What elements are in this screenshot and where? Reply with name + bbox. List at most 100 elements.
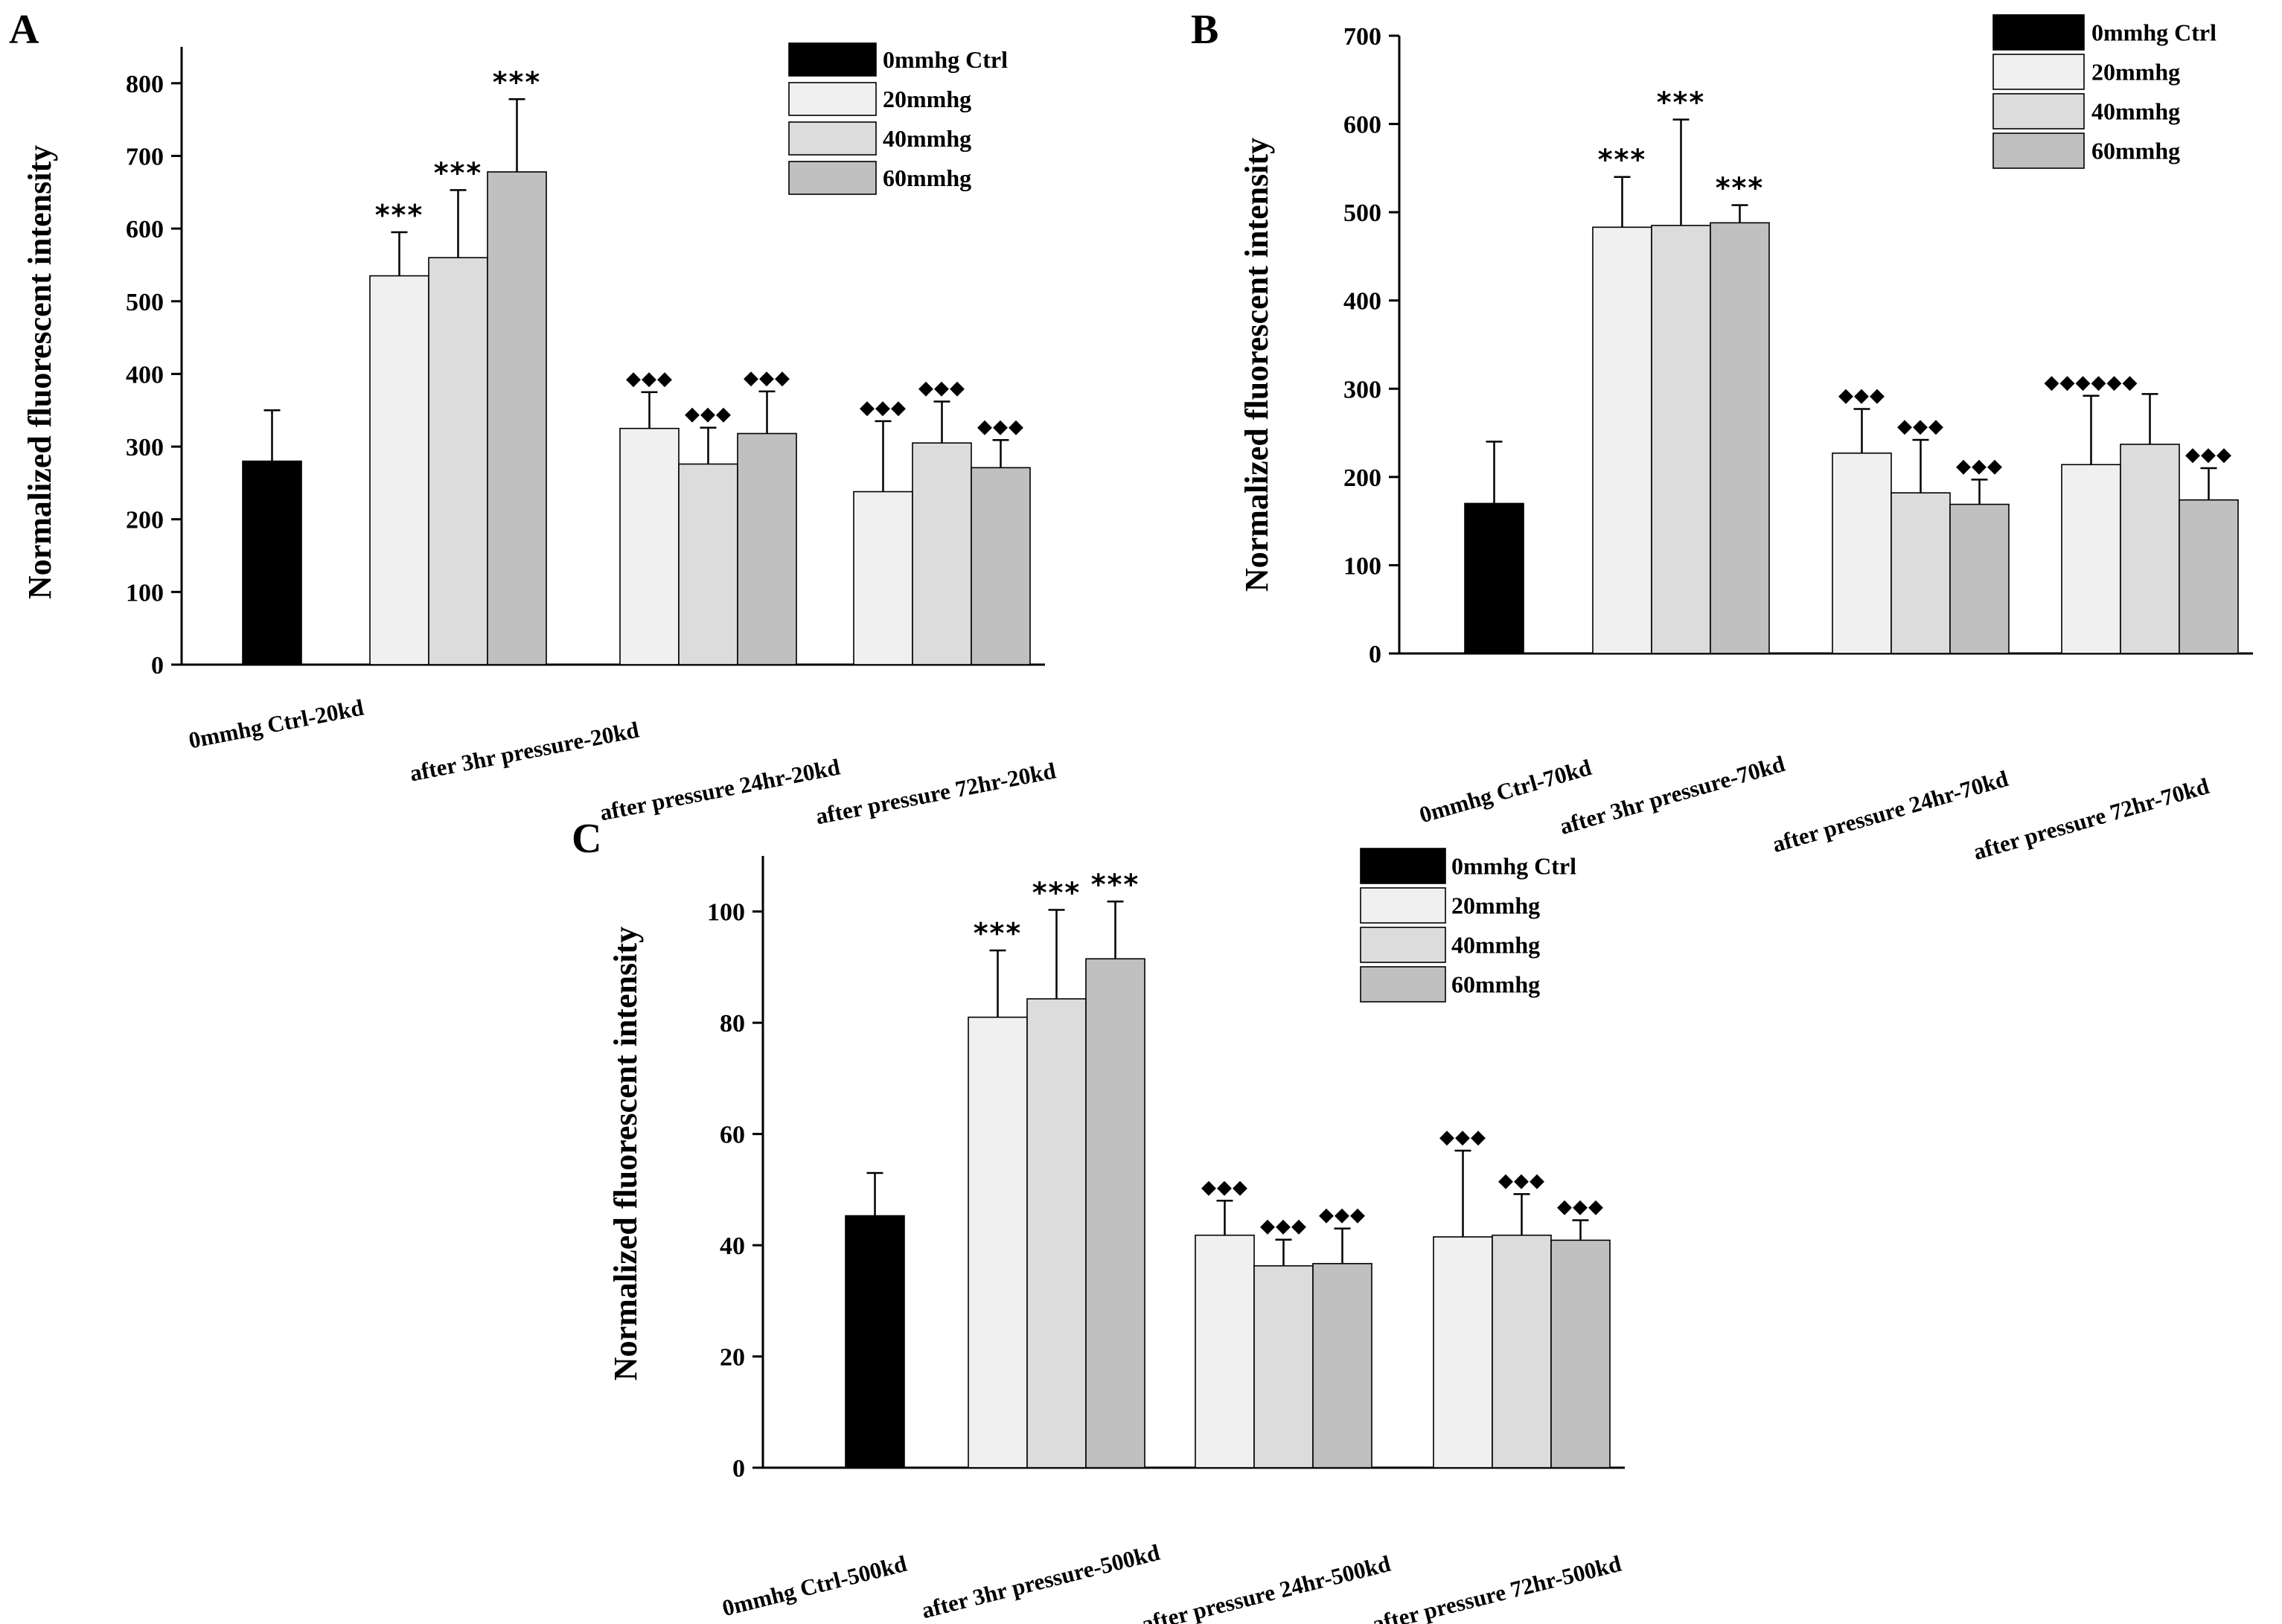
bar-after-3hr-pressure-500kd-20mmhg — [968, 1016, 1028, 1468]
significance-marker: ◆◆◆ — [1498, 1169, 1545, 1192]
legend-label: 0mmhg Ctrl — [1451, 853, 1576, 880]
legend-label: 40mmhg — [883, 125, 971, 152]
bar-after-pressure-72hr-20kd-60mmhg — [971, 467, 1031, 665]
legend-label: 40mmhg — [1451, 932, 1540, 959]
legend: 0mmhg Ctrl 20mmhg 40mmhg 60mmhg — [1360, 848, 1576, 1003]
bar-after-pressure-24hr-500kd-20mmhg — [1195, 1234, 1255, 1468]
x-category-label: after pressure 72hr-500kd — [1369, 1550, 1624, 1624]
y-tick-label: 300 — [1343, 376, 1381, 403]
panel-c: C 0 20 40 60 80 100 Normalized fluorescent inte… — [572, 816, 1625, 1624]
x-category-label: after pressure 72hr-20kd — [814, 758, 1058, 830]
y-tick-label: 80 — [720, 1010, 745, 1038]
significance-marker: ◆◆◆ — [918, 377, 965, 400]
x-category-label: after 3hr pressure-70kd — [1557, 750, 1788, 840]
bar-after-pressure-72hr-20kd-20mmhg — [853, 490, 913, 665]
legend: 0mmhg Ctrl 20mmhg 40mmhg 60mmhg — [1992, 14, 2217, 169]
y-tick-label: 100 — [126, 579, 164, 607]
y-axis-label: Normalized fluorescent intensity — [607, 927, 644, 1381]
bar-after-3hr-pressure-70kd-20mmhg — [1592, 226, 1652, 654]
significance-marker: ◆◆◆ — [977, 415, 1024, 438]
y-tick-label: 500 — [1343, 199, 1381, 227]
bar-after-pressure-72hr-70kd-60mmhg — [2179, 499, 2239, 654]
legend-label: 20mmhg — [883, 86, 971, 112]
significance-marker: ◆◆◆ — [1319, 1204, 1366, 1227]
significance-marker: ◆◆◆ — [685, 403, 732, 426]
bar-after-pressure-24hr-70kd-40mmhg — [1891, 492, 1951, 654]
bar-after-pressure-24hr-20kd-60mmhg — [737, 432, 797, 665]
legend-swatch-20mmhg — [1360, 887, 1446, 924]
legend-label: 0mmhg Ctrl — [883, 46, 1008, 73]
y-tick-label: 600 — [1343, 112, 1381, 139]
y-tick-label: 100 — [707, 899, 745, 927]
y-tick-label: 0 — [732, 1455, 745, 1483]
bar-after-pressure-24hr-20kd-40mmhg — [678, 463, 738, 665]
legend-swatch-20mmhg — [1992, 54, 2085, 90]
y-tick-label: 800 — [126, 71, 164, 98]
significance-marker: *** — [1091, 868, 1140, 901]
significance-marker: *** — [434, 156, 483, 189]
bar-after-pressure-72hr-500kd-60mmhg — [1550, 1239, 1611, 1468]
bar-0mmhg-ctrl-70kd-0mmhg-ctrl — [1464, 502, 1524, 654]
legend-swatch-40mmhg — [1360, 927, 1446, 963]
bar-after-3hr-pressure-70kd-40mmhg — [1651, 225, 1711, 654]
significance-marker: *** — [493, 65, 542, 98]
significance-marker: *** — [1657, 86, 1706, 119]
significance-marker: ◆◆◆ — [1439, 1126, 1486, 1148]
significance-marker: ◆◆◆ — [744, 367, 790, 389]
significance-marker: *** — [375, 199, 424, 231]
bar-after-pressure-72hr-500kd-40mmhg — [1492, 1234, 1552, 1468]
bar-after-3hr-pressure-20kd-60mmhg — [487, 171, 547, 665]
y-tick-label: 200 — [1343, 464, 1381, 492]
legend-label: 60mmhg — [1451, 971, 1540, 998]
y-tick-label: 500 — [126, 289, 164, 316]
y-axis-label: Normalized fluorescent intensity — [1239, 138, 1275, 592]
legend-swatch-40mmhg — [1992, 93, 2085, 130]
legend-swatch-0mmhg-ctrl — [788, 42, 877, 77]
significance-marker: ◆◆◆ — [2185, 444, 2232, 466]
bar-after-pressure-72hr-20kd-40mmhg — [912, 442, 972, 665]
significance-marker: *** — [1598, 144, 1647, 176]
significance-marker: ◆◆◆ — [1557, 1195, 1604, 1218]
legend-swatch-60mmhg — [1992, 132, 2085, 169]
bar-after-3hr-pressure-20kd-40mmhg — [428, 257, 488, 665]
x-category-label: after pressure 24hr-500kd — [1139, 1550, 1393, 1624]
legend-swatch-0mmhg-ctrl — [1992, 14, 2085, 51]
significance-marker: ◆◆◆ — [626, 368, 673, 390]
panel-a: A 0 100 200 300 400 500 600 700 800 Normalized flu… — [9, 7, 1058, 829]
bar-after-3hr-pressure-500kd-60mmhg — [1085, 958, 1145, 1468]
legend-label: 20mmhg — [1451, 892, 1540, 919]
y-tick-label: 0 — [1369, 641, 1381, 668]
legend-swatch-0mmhg-ctrl — [1360, 848, 1446, 884]
bar-after-pressure-24hr-20kd-20mmhg — [619, 427, 680, 665]
legend-label: 60mmhg — [883, 164, 971, 191]
y-tick-label: 600 — [126, 216, 164, 243]
x-category-label: after 3hr pressure-500kd — [919, 1539, 1163, 1623]
y-tick-label: 40 — [720, 1233, 745, 1260]
legend-swatch-60mmhg — [1360, 966, 1446, 1003]
bar-after-3hr-pressure-500kd-40mmhg — [1026, 998, 1087, 1468]
legend-swatch-40mmhg — [788, 121, 877, 156]
legend-label: 0mmhg Ctrl — [2091, 19, 2217, 46]
bar-after-pressure-24hr-500kd-40mmhg — [1253, 1265, 1314, 1468]
significance-marker: ◆◆◆ — [1260, 1215, 1307, 1238]
bar-after-pressure-72hr-500kd-20mmhg — [1433, 1236, 1493, 1468]
significance-marker: ◆◆◆ — [1838, 385, 1885, 407]
legend-swatch-20mmhg — [788, 82, 877, 116]
panel-b: B 0 100 200 300 400 500 600 700 Normalized fluore… — [1191, 7, 2253, 865]
y-tick-label: 400 — [126, 361, 164, 389]
significance-marker: *** — [974, 917, 1023, 950]
x-category-label: after pressure 24hr-20kd — [598, 754, 842, 826]
bar-after-3hr-pressure-70kd-60mmhg — [1710, 222, 1770, 654]
significance-marker: ◆◆◆ — [1201, 1176, 1248, 1198]
significance-marker: *** — [1716, 172, 1765, 205]
bar-after-pressure-24hr-70kd-20mmhg — [1832, 453, 1892, 654]
bar-0mmhg-ctrl-500kd-0mmhg-ctrl — [845, 1215, 905, 1468]
legend: 0mmhg Ctrl 20mmhg 40mmhg 60mmhg — [788, 42, 1008, 195]
y-tick-label: 200 — [126, 507, 164, 534]
significance-marker: ◆◆◆ — [860, 397, 907, 419]
y-tick-label: 20 — [720, 1344, 745, 1372]
significance-marker: *** — [1032, 876, 1081, 909]
legend-label: 60mmhg — [2091, 138, 2180, 164]
y-tick-label: 700 — [126, 143, 164, 170]
